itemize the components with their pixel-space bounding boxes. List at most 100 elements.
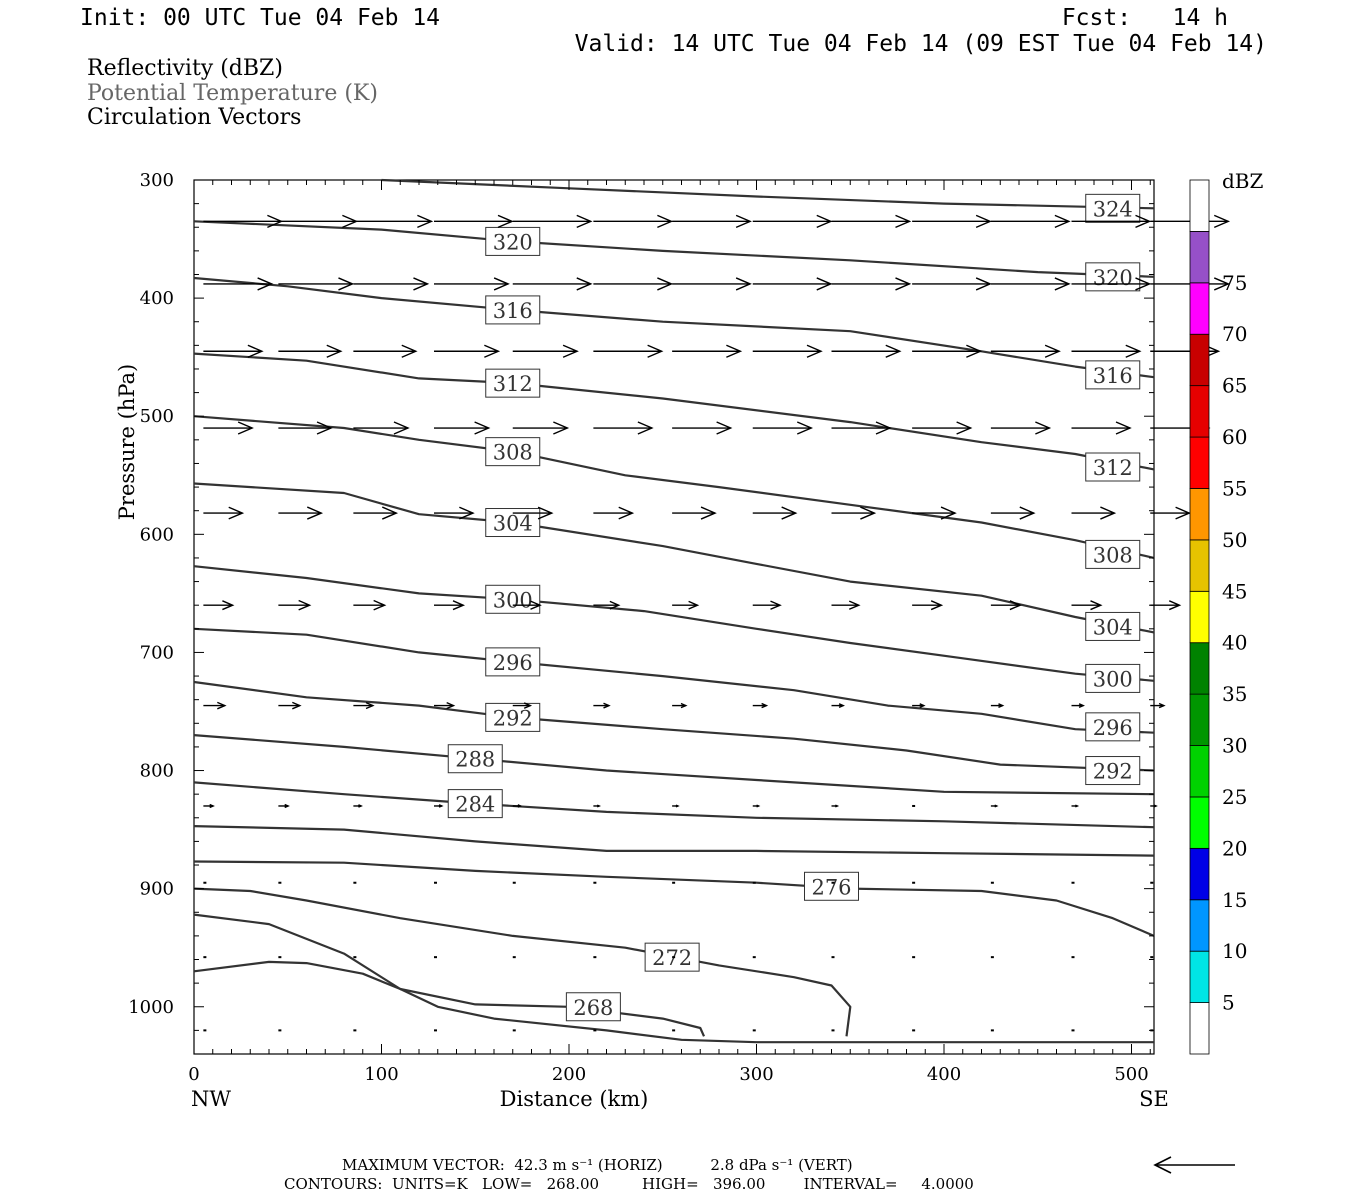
vector-arrow-head: [860, 506, 877, 520]
vector-arrow-head: [975, 214, 992, 228]
x-tick-label: 400: [927, 1064, 961, 1085]
vector-arrow-head: [1009, 600, 1022, 611]
contour-label-box: [1085, 756, 1141, 786]
y-axis-label: Pressure (hPa): [115, 364, 139, 520]
contour-label-box: [485, 368, 541, 398]
vector-arrow-head: [761, 702, 769, 709]
colorbar-swatch: [1189, 385, 1210, 438]
vector-arrow-head: [848, 600, 861, 610]
x-tick-label: 300: [739, 1064, 773, 1085]
contour-label-box: [485, 437, 541, 467]
contour-label: 320: [1093, 266, 1133, 290]
contour-label: 324: [1093, 197, 1133, 221]
vector-arrow-head: [1213, 277, 1231, 291]
y-tick-label: 700: [140, 642, 174, 663]
legend-reflectivity: Reflectivity (dBZ): [87, 56, 283, 81]
vector-arrow-head: [562, 344, 579, 358]
vector-arrow-head: [438, 804, 444, 808]
colorbar-swatch: [1189, 539, 1210, 592]
vector-arrow-head: [497, 214, 514, 228]
vector-arrow-head: [1125, 344, 1142, 358]
vector-arrow-head: [781, 506, 798, 520]
contour-line: [193, 913, 706, 1037]
contour-line: [193, 276, 1155, 379]
vector-arrow-head: [1035, 421, 1052, 435]
vector-arrow-head: [316, 421, 333, 435]
colorbar-swatch: [1189, 231, 1210, 284]
vector-arrow-head: [1019, 506, 1036, 520]
contour-label: 300: [493, 588, 533, 612]
contour-info: CONTOURS: UNITS=K LOW= 268.00 HIGH= 396.…: [284, 1175, 974, 1193]
colorbar-level-label: 25: [1222, 785, 1247, 809]
contour-label-box: [1085, 262, 1141, 292]
vector-arrow-head: [576, 277, 593, 291]
contour-label: 304: [493, 512, 533, 536]
vector-arrow-head: [806, 344, 823, 358]
vector-arrow-head: [484, 344, 501, 358]
contour-line: [193, 680, 1155, 772]
contour-line: [193, 627, 1155, 734]
contour-line: [193, 825, 1155, 857]
colorbar-swatch: [1189, 590, 1210, 644]
vector-arrow-head: [517, 804, 523, 808]
contour-label: 308: [493, 441, 533, 465]
contour-label: 268: [573, 996, 613, 1020]
vector-arrow-head: [770, 600, 782, 610]
vector-arrow-head: [618, 506, 635, 520]
vector-arrow-head: [816, 277, 833, 291]
vector-arrow-head: [365, 702, 375, 710]
contour-line: [193, 960, 1154, 1044]
forecast-hour: Fcst: 14 h: [1061, 5, 1228, 31]
contour-line: [193, 860, 1155, 937]
vector-arrow-head: [1213, 214, 1231, 228]
vector-arrow-head: [284, 803, 290, 809]
x-tick-label: 500: [1114, 1064, 1148, 1085]
vector-arrow-head: [393, 421, 410, 435]
x-axis-label: Distance (km): [500, 1087, 649, 1111]
vector-arrow-head: [459, 506, 475, 520]
contour-label-box: [485, 702, 541, 732]
vector-arrow-head: [675, 804, 680, 808]
colorbar-level-label: 15: [1222, 888, 1247, 912]
vector-arrow-head: [1075, 804, 1080, 808]
vector-arrow-head: [603, 702, 611, 709]
colorbar-level-label: 50: [1222, 528, 1247, 552]
vector-arrow-head: [1158, 702, 1166, 709]
max-vector-note: MAXIMUM VECTOR: 42.3 m s⁻¹ (HORIZ) 2.8 d…: [342, 1156, 853, 1174]
axes: 0 100 200 300 400 500 300 400 500 600 700 800 900 100…: [115, 170, 1169, 1111]
contour-label: 284: [455, 793, 495, 817]
colorbar-swatch: [1189, 899, 1210, 952]
x-tick-label: 100: [364, 1064, 398, 1085]
vector-arrow-head: [657, 277, 674, 291]
contour-line: [193, 220, 1155, 278]
colorbar-level-label: 40: [1222, 631, 1247, 655]
contour-label-box: [804, 871, 859, 901]
colorbar-level-label: 45: [1222, 579, 1247, 603]
vector-arrow-head: [609, 600, 621, 610]
vector-arrow-head: [647, 344, 664, 358]
plot-border: [193, 179, 1155, 1055]
vector-arrow-head: [452, 600, 466, 611]
vector-arrow-head: [413, 277, 430, 291]
y-tick-label: 1000: [128, 997, 174, 1018]
vector-arrow-head: [998, 703, 1005, 708]
vector-arrow-head: [688, 600, 700, 610]
vector-arrow-head: [257, 277, 274, 291]
contour-label-box: [1085, 452, 1141, 482]
contour-label-box: [485, 647, 541, 677]
vector-arrow-head: [247, 344, 264, 358]
colorbar-swatch: [1189, 796, 1210, 849]
vector-arrow-head: [838, 703, 845, 708]
contour-label: 320: [493, 230, 533, 254]
plot-frame: [193, 179, 1155, 1055]
vector-arrow-head: [657, 214, 674, 228]
vector-arrow-head: [209, 803, 215, 809]
colorbar-level-label: 60: [1222, 425, 1247, 449]
colorbar-swatch: [1189, 436, 1210, 489]
vector-arrow-head: [474, 421, 491, 435]
contour-label-box: [1085, 193, 1141, 223]
vector-arrow-head: [994, 804, 999, 808]
colorbar-swatch: [1189, 1002, 1210, 1055]
vector-arrow-head: [956, 421, 973, 435]
theta-contours: 324 320 320 316 316 312 312 308 308 304 304 300 300 2…: [193, 178, 1155, 1044]
